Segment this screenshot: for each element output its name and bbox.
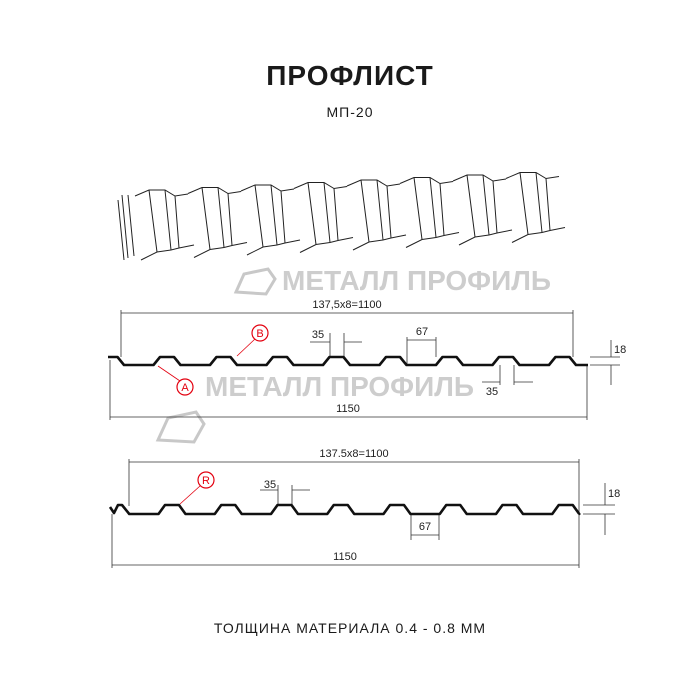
profile-bottom-shape [108, 503, 581, 516]
panel-ridge [134, 189, 189, 197]
profile-top-shape [108, 355, 588, 367]
dim-full-width-2: 1150 [333, 551, 357, 563]
dim-height: 18 [614, 344, 626, 356]
svg-text:МЕТАЛЛ ПРОФИЛЬ: МЕТАЛЛ ПРОФИЛЬ [205, 371, 474, 402]
watermark-1: МЕТАЛЛ ПРОФИЛЬ [233, 265, 551, 296]
profile-top-section [108, 310, 620, 420]
page-title: ПРОФЛИСТ [266, 60, 434, 91]
dim-bottom-width: 67 [416, 326, 428, 338]
panel-ridge [148, 189, 180, 253]
panel-ridge [466, 174, 498, 238]
profile-bottom-section [108, 459, 615, 568]
marker-b [251, 324, 269, 342]
panel-ridge [246, 239, 301, 256]
panel-ridge [511, 227, 566, 243]
panel-ridge [352, 234, 407, 251]
panel-ridge [117, 194, 135, 261]
svg-text:B: B [256, 328, 263, 340]
panel-ridge [307, 182, 339, 245]
model-name: МП-20 [326, 104, 374, 120]
svg-text:МЕТАЛЛ ПРОФИЛЬ: МЕТАЛЛ ПРОФИЛЬ [282, 265, 551, 296]
panel-ridge [452, 174, 507, 182]
dim-height-2: 18 [608, 488, 620, 500]
panel-ridge [458, 229, 513, 246]
material-thickness: ТОЛЩИНА МАТЕРИАЛА 0.4 - 0.8 ММ [213, 620, 487, 636]
dim-working-width: 137,5x8=1100 [312, 299, 381, 311]
panel-ridge [405, 232, 460, 248]
svg-text:R: R [202, 475, 210, 487]
panel-ridge [399, 177, 454, 185]
panel-ridge [187, 187, 242, 195]
panel-ridge [293, 182, 348, 190]
dim-top-width-2: 35 [264, 479, 276, 491]
dim-full-width: 1150 [336, 403, 360, 415]
panel-ridge [519, 172, 551, 235]
dim-bottom-width-2: 67 [419, 521, 431, 533]
panel-ridge [193, 242, 248, 258]
marker-r [197, 471, 215, 489]
marker-a [176, 378, 194, 396]
panel-ridge [346, 179, 401, 187]
dim-bottom-gap: 35 [486, 386, 498, 398]
dim-top-width: 35 [312, 329, 324, 341]
panel-ridge [299, 237, 354, 253]
dim-working-width-2: 137.5x8=1100 [319, 448, 388, 460]
panel-ridge [505, 172, 560, 180]
panel-ridge [201, 187, 233, 250]
svg-text:A: A [181, 382, 189, 394]
panel-ridge [413, 177, 445, 240]
panel-ridge [240, 184, 295, 192]
panel-ridge [360, 179, 392, 243]
panel-ridge [254, 184, 286, 248]
watermark-2: МЕТАЛЛ ПРОФИЛЬ [155, 371, 474, 444]
panel-ridge [140, 244, 195, 261]
panel-3d-view [117, 172, 566, 261]
